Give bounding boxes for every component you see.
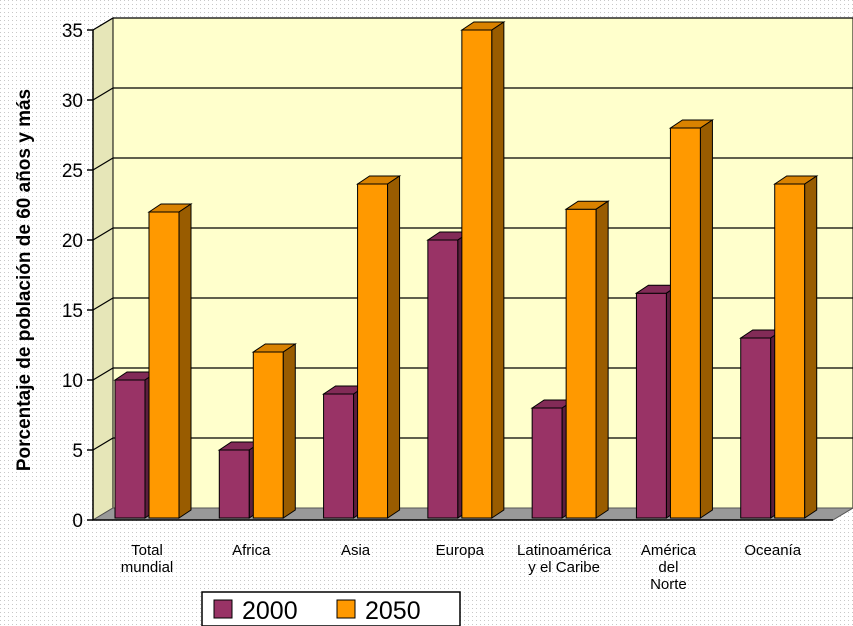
y-tick-label: 30 [62, 91, 83, 112]
legend-swatch [336, 599, 356, 619]
gridline [92, 87, 853, 101]
y-tick-label: 5 [72, 441, 83, 462]
x-axis-categories: Total mundial Africa Asia Europa Latinoaméric… [121, 542, 802, 593]
plot-area [91, 17, 853, 521]
category-label: Oceanía [744, 542, 801, 559]
legend-swatch [213, 599, 233, 619]
category-label: Africa [232, 542, 271, 559]
bar-2050 [460, 21, 506, 519]
category-label: América del Norte [641, 542, 697, 593]
y-tick-label: 15 [62, 301, 83, 322]
y-axis-label: Porcentaje de población de 60 años y más [14, 89, 35, 471]
legend-label: 2000 [242, 597, 298, 625]
gridline [92, 17, 853, 31]
legend: 2000 2050 [201, 591, 461, 626]
y-axis-ticks: 0 5 10 15 20 25 30 35 [62, 21, 833, 532]
bar-2050 [251, 343, 297, 519]
side-wall [92, 17, 114, 521]
y-tick-label: 35 [62, 21, 83, 42]
y-tick-label: 25 [62, 161, 83, 182]
category-label: Total mundial [121, 542, 174, 576]
bar-2050 [773, 175, 819, 519]
y-tick-label: 0 [72, 511, 83, 532]
legend-box [201, 591, 461, 626]
category-label: Europa [436, 542, 485, 559]
bar-2050 [355, 175, 402, 519]
category-label: Asia [341, 542, 371, 559]
category-label: Latinoamérica y el Caribe [517, 542, 612, 576]
bar-2050 [668, 119, 715, 519]
y-tick-label: 20 [62, 231, 83, 252]
y-tick-label: 10 [62, 371, 83, 392]
legend-label: 2050 [365, 597, 421, 625]
bar-2050 [564, 200, 610, 519]
gridline [92, 157, 853, 171]
bar-2050 [147, 203, 193, 519]
